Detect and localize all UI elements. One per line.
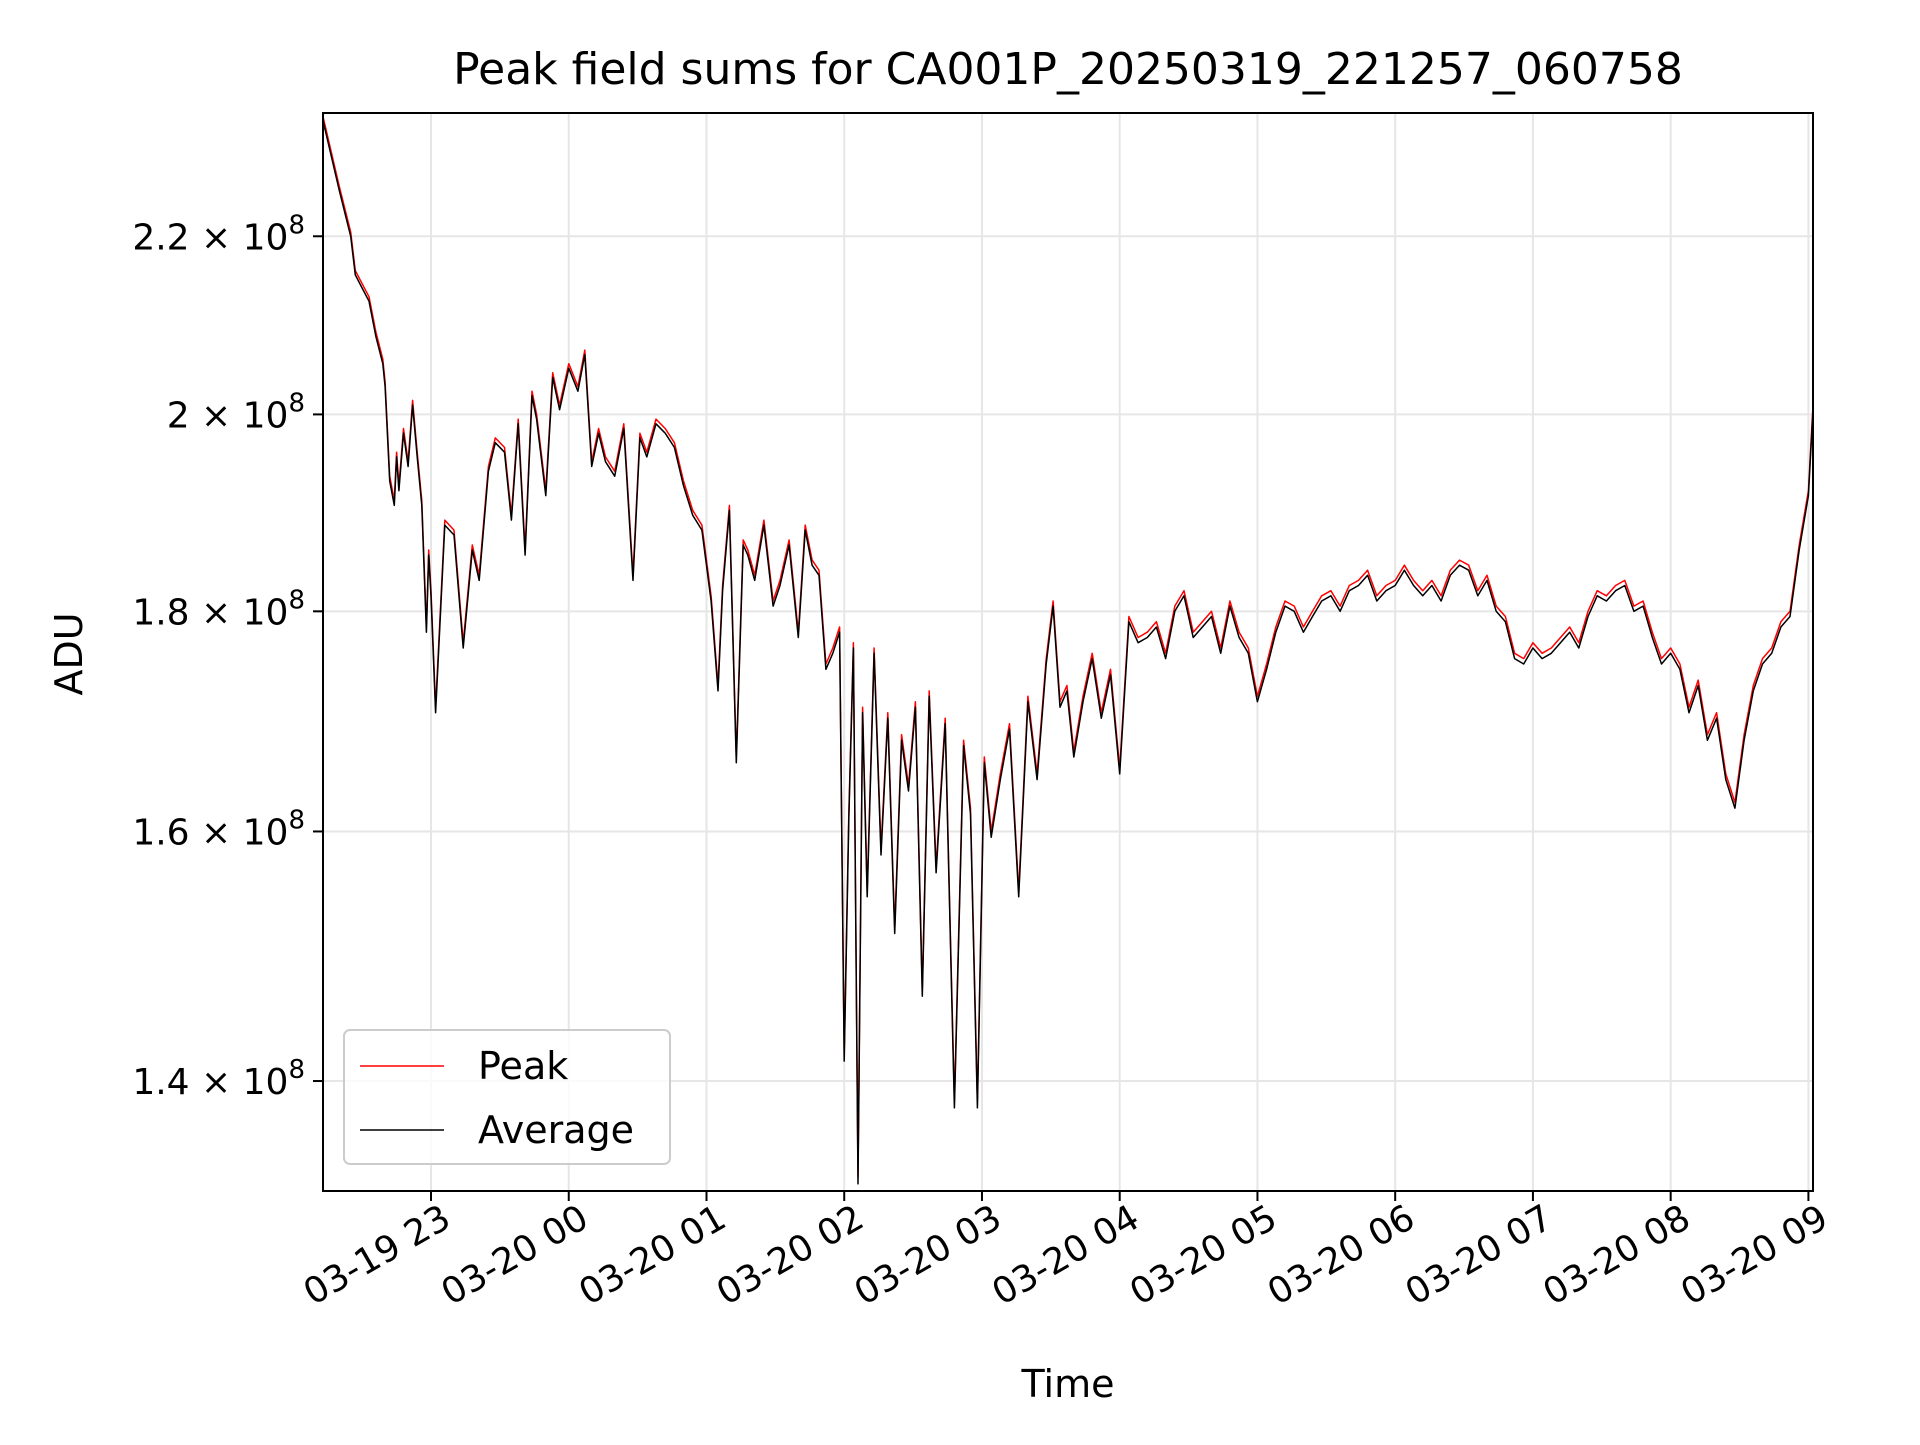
chart-title: Peak field sums for CA001P_20250319_2212…: [453, 44, 1683, 95]
y-tick-exponent: 8: [288, 388, 305, 418]
y-tick-exponent: 8: [288, 210, 305, 240]
y-tick-label: 1.8 × 108: [132, 585, 305, 633]
grid: [323, 113, 1813, 1191]
y-tick-exponent: 8: [288, 585, 305, 615]
y-tick-exponent: 8: [288, 805, 305, 835]
y-tick-mantissa: 1.4 × 10: [132, 1062, 288, 1103]
y-tick-label: 1.6 × 108: [132, 805, 305, 853]
y-tick-exponent: 8: [288, 1055, 305, 1085]
legend-label-average: Average: [478, 1108, 634, 1152]
y-tick-mantissa: 2.2 × 10: [132, 217, 288, 258]
y-tick-mantissa: 2 × 10: [167, 395, 289, 436]
y-tick-label: 2.2 × 108: [132, 210, 305, 258]
x-axis-label: Time: [1021, 1362, 1115, 1406]
legend-label-peak: Peak: [478, 1044, 568, 1088]
plot-area: [323, 116, 1813, 1185]
y-tick-label: 2 × 108: [167, 388, 305, 436]
legend: Peak Average: [343, 1029, 671, 1165]
y-tick-mantissa: 1.6 × 10: [132, 812, 288, 853]
y-tick-mantissa: 1.8 × 10: [132, 592, 288, 633]
y-axis-label: ADU: [47, 612, 91, 695]
plot-frame: [322, 112, 1814, 1192]
y-tick-label: 1.4 × 108: [132, 1055, 305, 1103]
series-line-average: [323, 120, 1813, 1185]
